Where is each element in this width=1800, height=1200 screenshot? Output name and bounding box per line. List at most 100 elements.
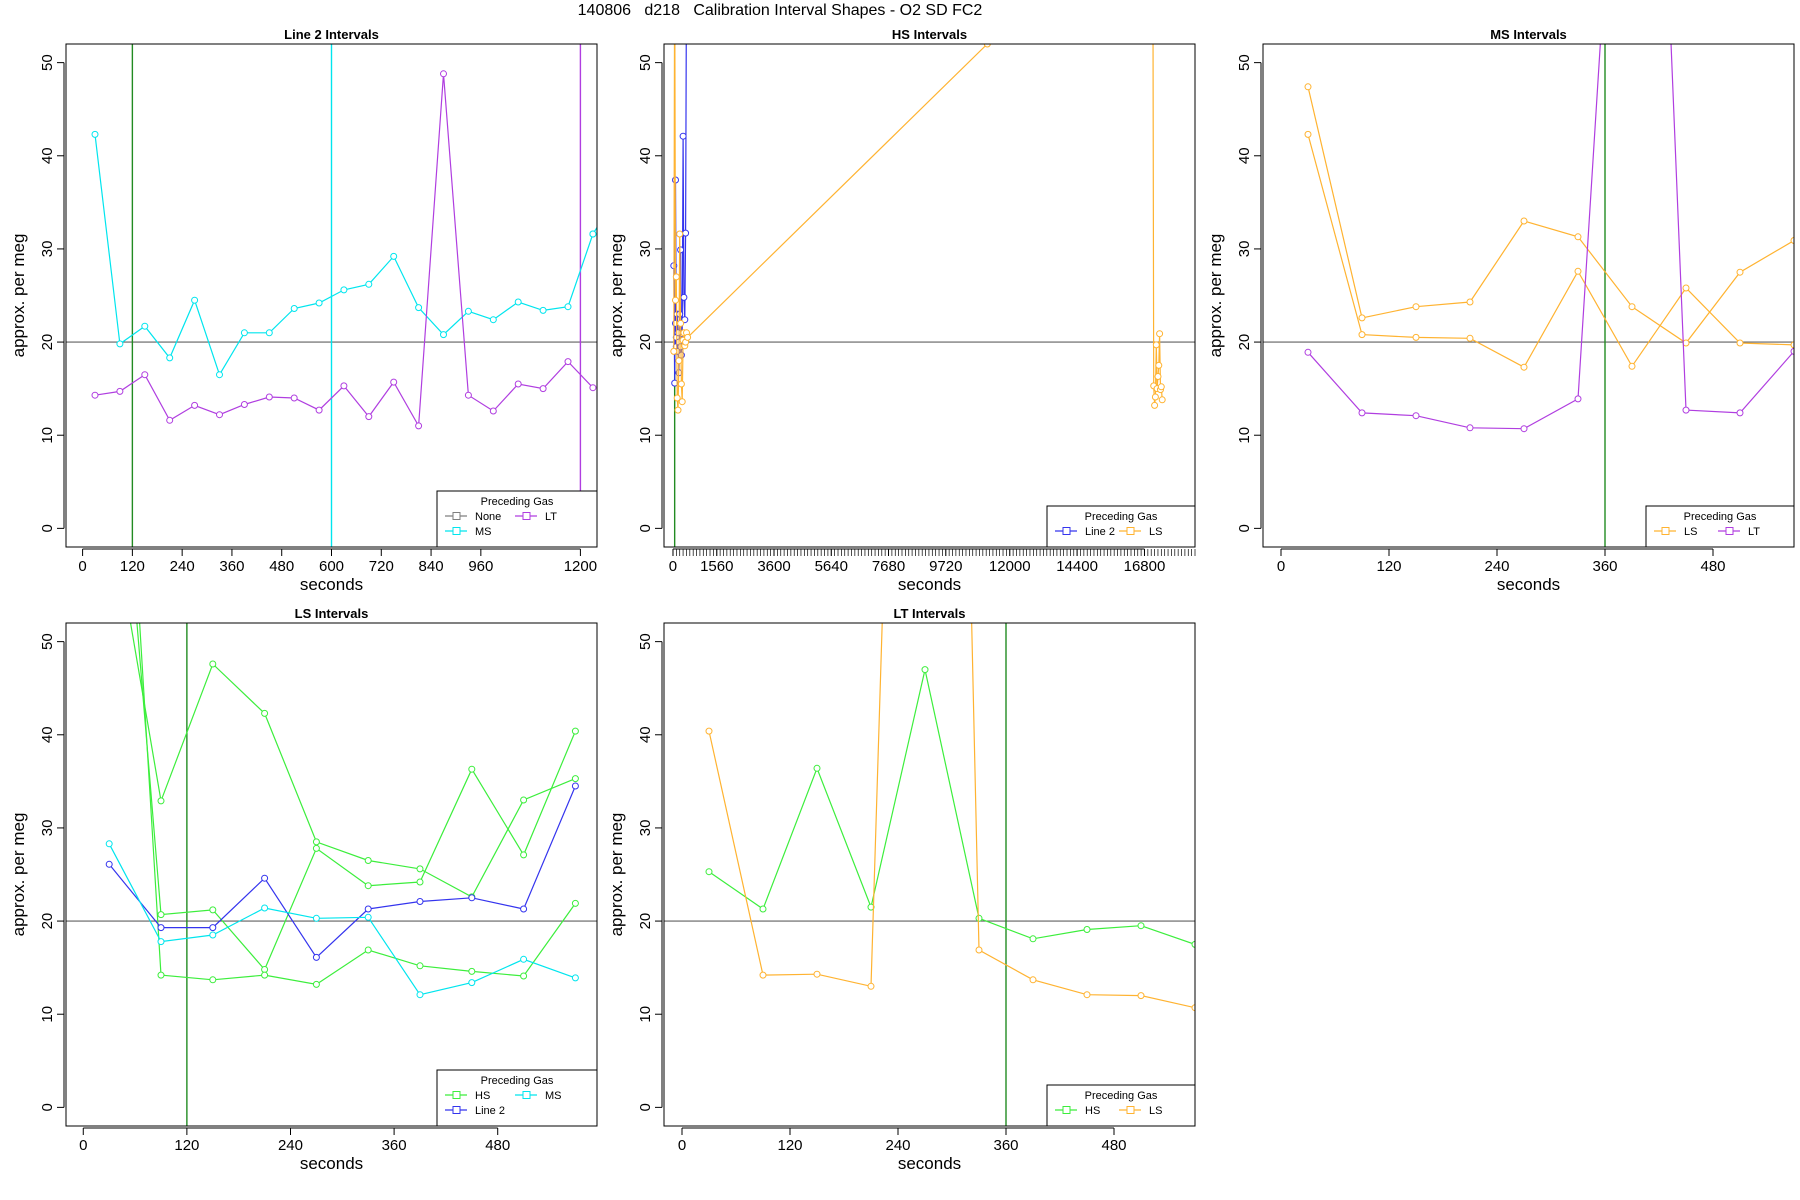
y-tick-label: 40: [637, 147, 654, 164]
data-point: [216, 371, 223, 379]
legend-entry-label: LS: [1149, 526, 1162, 538]
data-point: [489, 316, 497, 324]
data-point: [514, 380, 522, 388]
y-axis-label: approx. per meg: [607, 234, 626, 358]
y-tick-label: 30: [39, 820, 56, 837]
data-point: [1158, 396, 1166, 404]
y-tick-label: 10: [39, 427, 56, 444]
data-point: [315, 299, 323, 307]
y-tick-label: 0: [637, 1103, 654, 1111]
panel-4: LS Intervals 0 120 240 360 480 seconds 0 10 20 30 4…: [9, 606, 598, 1173]
legend-entry-label: LS: [1149, 1105, 1162, 1117]
y-axis-label: approx. per meg: [607, 813, 626, 937]
series-group: [1304, 44, 1794, 433]
y-tick-label: 10: [637, 427, 654, 444]
data-point: [365, 413, 373, 421]
legend-entry-label: MS: [475, 526, 492, 538]
y-tick-label: 50: [1236, 54, 1253, 71]
legend-box: [436, 490, 598, 548]
data-point: [1520, 425, 1528, 433]
data-point: [1412, 412, 1420, 420]
data-point: [921, 666, 929, 674]
x-tick-label: 360: [219, 558, 244, 575]
series-group: [705, 623, 1195, 1012]
data-point: [1155, 361, 1163, 369]
x-tick-label: 9720: [929, 558, 962, 575]
x-tick-label: 0: [1277, 558, 1285, 575]
x-tick-label: 120: [120, 558, 145, 575]
data-point: [364, 882, 372, 890]
y-tick-label: 40: [39, 147, 56, 164]
data-point: [1736, 339, 1744, 347]
series-line: [108, 843, 576, 996]
plot-frame: [663, 622, 1196, 1127]
data-point: [1628, 362, 1636, 370]
data-point: [415, 304, 423, 312]
legend: Preceding Gas LS LT: [1645, 505, 1795, 548]
x-tick-label: 5640: [815, 558, 848, 575]
data-point: [209, 924, 217, 932]
series-line: [94, 134, 594, 377]
y-tick-label: 20: [39, 334, 56, 351]
data-point: [157, 911, 165, 919]
data-point: [416, 878, 424, 886]
data-point: [464, 307, 472, 315]
legend-title: Preceding Gas: [1085, 1090, 1158, 1102]
x-tick-label: 120: [174, 1137, 199, 1154]
y-tick-label: 0: [1236, 524, 1253, 532]
data-point: [672, 273, 680, 281]
data-point: [682, 229, 690, 237]
legend-box: [1645, 505, 1795, 548]
data-point: [416, 865, 424, 873]
data-point: [705, 868, 713, 876]
y-axis-label: approx. per meg: [1206, 234, 1225, 358]
data-point: [1736, 409, 1744, 417]
panel-1: Line 2 Intervals 0 120 240 360 480 600 720 840 96…: [9, 27, 598, 594]
data-point: [416, 962, 424, 970]
data-point: [983, 44, 991, 48]
data-point: [1790, 341, 1794, 349]
data-point: [520, 972, 528, 980]
data-point: [1304, 348, 1312, 356]
data-point: [191, 296, 199, 304]
data-point: [759, 905, 767, 913]
data-point: [1029, 935, 1037, 943]
figure-supertitle: 140806 d218 Calibration Interval Shapes …: [577, 2, 983, 19]
data-point: [1151, 393, 1159, 401]
data-point: [520, 905, 528, 913]
legend-entry-label: Line 2: [1085, 526, 1115, 538]
x-tick-label: 0: [669, 558, 677, 575]
data-point: [520, 955, 528, 963]
x-tick-label: 480: [269, 558, 294, 575]
data-point: [157, 924, 165, 932]
data-point: [1790, 237, 1794, 244]
x-tick-label: 240: [170, 558, 195, 575]
data-point: [261, 874, 269, 882]
y-tick-label: 10: [637, 1006, 654, 1023]
data-point: [1137, 992, 1145, 1000]
x-tick-label: 12000: [989, 558, 1031, 575]
data-point: [684, 333, 692, 341]
data-point: [1412, 303, 1420, 311]
data-point: [564, 358, 572, 366]
data-point: [157, 797, 165, 805]
data-point: [670, 347, 678, 355]
legend-swatch-marker: [522, 1091, 531, 1099]
data-point: [364, 913, 372, 921]
data-point: [571, 782, 579, 790]
series-group: [670, 44, 1166, 414]
data-point: [440, 70, 447, 78]
series-line: [94, 73, 594, 428]
data-point: [116, 340, 124, 348]
data-point: [290, 305, 298, 312]
x-tick-label: 840: [419, 558, 444, 575]
x-axis-label: seconds: [898, 575, 961, 594]
panel-5: LT Intervals 0 120 240 360 480 seconds 0 10 20 30 4…: [607, 606, 1196, 1173]
legend-swatch-marker: [1062, 527, 1071, 535]
series-line: [673, 44, 988, 411]
data-point: [1574, 395, 1582, 403]
x-tick-label: 3600: [757, 558, 790, 575]
x-tick-label: 600: [319, 558, 344, 575]
series-line: [108, 785, 576, 959]
